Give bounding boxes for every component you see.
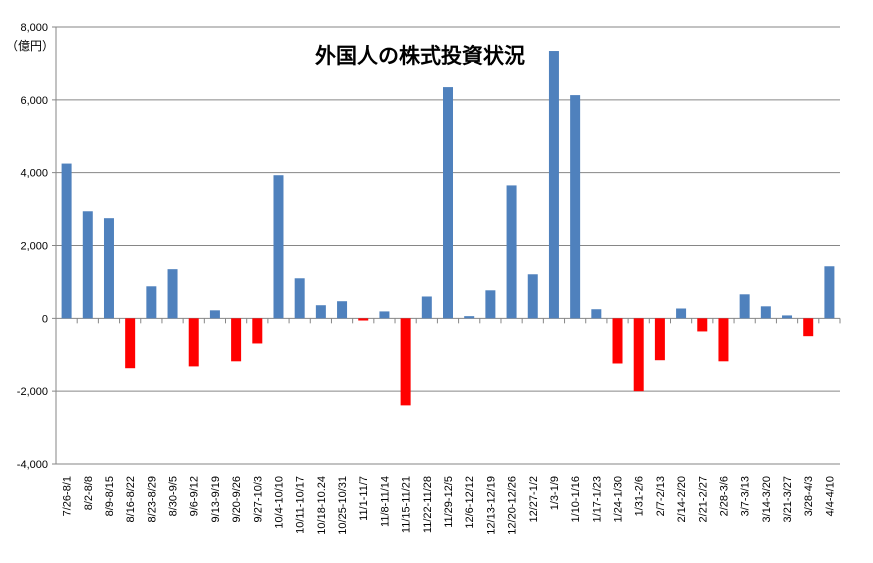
x-tick-label: 12/6-12/12	[464, 476, 476, 529]
x-tick-label: 10/4-10/10	[273, 476, 285, 529]
x-tick-label: 9/27-10/3	[252, 476, 264, 522]
x-tick-label: 8/9-8/15	[104, 476, 116, 516]
bar	[146, 286, 157, 319]
x-tick-label: 3/7-3/13	[740, 476, 752, 516]
bar	[103, 218, 114, 319]
bar	[739, 294, 750, 319]
x-tick-label: 10/18-10.24	[316, 476, 328, 535]
x-tick-label: 4/4-4/10	[824, 476, 836, 516]
bar	[612, 318, 623, 364]
bar	[379, 311, 390, 319]
bar	[315, 305, 326, 319]
x-tick-label: 1/31-2/6	[634, 476, 646, 516]
x-tick-label: 1/17-1/23	[591, 476, 603, 522]
x-tick-label: 9/13-9/19	[210, 476, 222, 522]
bar	[125, 318, 136, 369]
bar	[570, 95, 581, 319]
bar	[548, 51, 559, 319]
x-tick-label: 3/14-3/20	[761, 476, 773, 522]
x-tick-label: 8/16-8/22	[125, 476, 137, 522]
bar	[782, 315, 793, 319]
bar	[273, 175, 284, 319]
x-tick-label: 3/28-4/3	[803, 476, 815, 516]
bar	[443, 87, 453, 319]
chart-title: 外国人の株式投資状況	[315, 44, 525, 68]
y-tick-label: 8,000	[20, 22, 48, 34]
x-tick-label: 2/28-3/6	[718, 476, 730, 516]
bar	[167, 269, 178, 319]
y-tick-label: 6,000	[20, 95, 48, 107]
bar	[506, 185, 517, 319]
x-tick-label: 1/3-1/9	[549, 476, 561, 510]
x-tick-label: 1/24-1/30	[613, 476, 625, 522]
bar	[803, 318, 814, 337]
x-tick-label: 11/1-11/7	[358, 476, 370, 521]
x-tick-label: 9/20-9/26	[231, 476, 243, 522]
bar	[527, 274, 538, 319]
bar	[760, 306, 771, 319]
bar	[188, 318, 199, 367]
bar	[633, 318, 644, 392]
x-tick-label: 10/11-10/17	[295, 476, 307, 534]
x-tick-label: 11/8-11/14	[379, 476, 391, 527]
bar	[676, 308, 687, 319]
bar	[718, 318, 729, 362]
x-tick-label: 12/13-12/19	[485, 476, 497, 535]
bar	[697, 318, 708, 332]
x-tick-label: 2/14-2/20	[676, 476, 688, 522]
bar	[824, 266, 835, 319]
x-tick-label: 3/21-3/27	[782, 476, 794, 522]
bar	[294, 278, 305, 319]
x-tick-label: 11/29-12/5	[443, 476, 455, 528]
bar	[358, 318, 369, 321]
bar	[231, 318, 242, 362]
x-tick-label: 2/21-2/27	[697, 476, 709, 522]
y-tick-label: 4,000	[20, 168, 48, 180]
x-tick-label: 10/25-10/31	[337, 476, 349, 535]
y-tick-label: 0	[42, 313, 48, 325]
x-tick-label: 11/15-11/21	[401, 476, 413, 533]
y-axis-unit: （億円）	[6, 39, 54, 53]
bar	[61, 163, 72, 319]
x-tick-label: 9/6-9/12	[189, 476, 201, 516]
x-tick-label: 8/30-9/5	[168, 476, 180, 516]
bar	[421, 296, 432, 319]
bar	[654, 318, 665, 361]
x-tick-label: 1/10-1/16	[570, 476, 582, 522]
x-tick-label: 12/20-12/26	[507, 476, 519, 535]
bar	[400, 318, 411, 406]
x-tick-label: 2/7-2/13	[655, 476, 667, 516]
bar	[209, 310, 220, 319]
bar	[591, 309, 602, 319]
x-tick-label: 8/2-8/8	[83, 476, 95, 510]
y-tick-label: 2,000	[20, 241, 48, 253]
bar	[252, 318, 263, 344]
x-tick-label: 12/27-1/2	[528, 476, 540, 522]
bar	[82, 211, 93, 319]
x-tick-label: 8/23-8/29	[146, 476, 158, 522]
x-tick-label: 7/26-8/1	[62, 476, 74, 516]
bar	[464, 316, 475, 319]
y-tick-label: -2,000	[17, 386, 48, 398]
bar	[337, 301, 348, 319]
bar	[485, 290, 496, 319]
y-tick-label: -4,000	[17, 459, 48, 471]
x-tick-label: 11/22-11/28	[422, 476, 434, 533]
